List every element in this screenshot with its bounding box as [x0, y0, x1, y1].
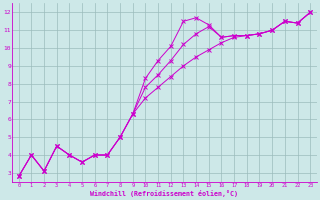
X-axis label: Windchill (Refroidissement éolien,°C): Windchill (Refroidissement éolien,°C) — [91, 190, 238, 197]
